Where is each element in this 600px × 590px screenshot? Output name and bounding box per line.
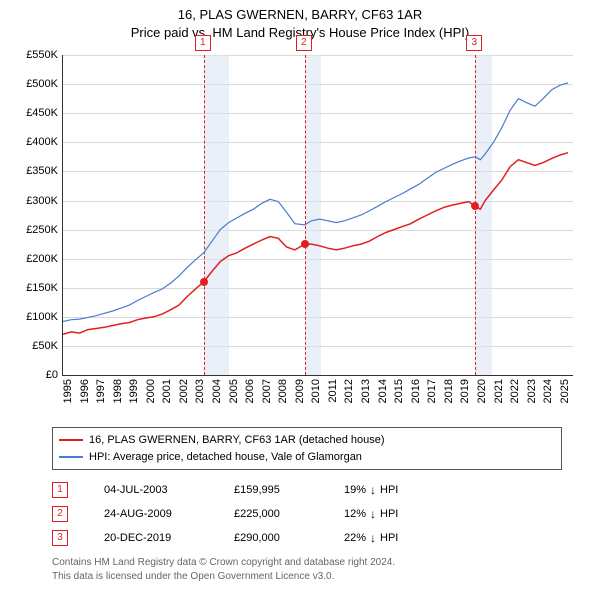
event-flag: 1 bbox=[195, 35, 211, 51]
x-tick-label: 2001 bbox=[161, 379, 173, 403]
x-tick-label: 1998 bbox=[112, 379, 124, 403]
x-tick-label: 2010 bbox=[310, 379, 322, 403]
arrow-down-icon: ↓ bbox=[370, 478, 376, 502]
event-table-row: 3 20-DEC-2019£290,00022% ↓ HPI bbox=[52, 526, 562, 550]
x-tick-label: 2005 bbox=[228, 379, 240, 403]
series-hpi bbox=[63, 83, 568, 322]
event-date: 24-AUG-2009 bbox=[104, 503, 234, 525]
event-marker: 2 bbox=[52, 506, 68, 522]
legend-box: 16, PLAS GWERNEN, BARRY, CF63 1AR (detac… bbox=[52, 427, 562, 470]
x-tick-label: 2003 bbox=[194, 379, 206, 403]
x-tick-label: 2006 bbox=[244, 379, 256, 403]
x-tick-label: 2011 bbox=[327, 379, 339, 403]
legend-row-1: 16, PLAS GWERNEN, BARRY, CF63 1AR (detac… bbox=[59, 432, 555, 449]
x-tick-label: 2024 bbox=[542, 379, 554, 403]
title-line-1: 16, PLAS GWERNEN, BARRY, CF63 1AR bbox=[0, 6, 600, 24]
x-tick-label: 2012 bbox=[343, 379, 355, 403]
y-tick-label: £150K bbox=[12, 282, 58, 294]
event-dot bbox=[471, 202, 479, 210]
x-tick-label: 1995 bbox=[62, 379, 74, 403]
x-tick-label: 2009 bbox=[294, 379, 306, 403]
x-tick-label: 2020 bbox=[476, 379, 488, 403]
event-price: £159,995 bbox=[234, 479, 344, 501]
plot-region bbox=[62, 55, 573, 376]
y-tick-label: £350K bbox=[12, 165, 58, 177]
footer-note: Contains HM Land Registry data © Crown c… bbox=[52, 556, 562, 583]
event-date: 04-JUL-2003 bbox=[104, 479, 234, 501]
legend-swatch-1 bbox=[59, 439, 83, 441]
x-tick-label: 2017 bbox=[426, 379, 438, 403]
x-tick-label: 2025 bbox=[559, 379, 571, 403]
y-tick-label: £0 bbox=[12, 369, 58, 381]
event-delta: 12% ↓ HPI bbox=[344, 502, 464, 526]
x-tick-label: 2015 bbox=[393, 379, 405, 403]
y-tick-label: £300K bbox=[12, 195, 58, 207]
event-dot bbox=[200, 278, 208, 286]
event-dot bbox=[301, 240, 309, 248]
y-tick-label: £50K bbox=[12, 340, 58, 352]
x-tick-label: 2016 bbox=[410, 379, 422, 403]
x-tick-label: 2000 bbox=[145, 379, 157, 403]
y-tick-label: £450K bbox=[12, 107, 58, 119]
event-table-row: 1 04-JUL-2003£159,99519% ↓ HPI bbox=[52, 478, 562, 502]
x-tick-label: 2023 bbox=[526, 379, 538, 403]
x-tick-label: 1997 bbox=[95, 379, 107, 403]
chart-container: 16, PLAS GWERNEN, BARRY, CF63 1AR Price … bbox=[0, 0, 600, 583]
event-date: 20-DEC-2019 bbox=[104, 527, 234, 549]
x-tick-label: 2008 bbox=[277, 379, 289, 403]
y-tick-label: £550K bbox=[12, 49, 58, 61]
x-tick-label: 1996 bbox=[79, 379, 91, 403]
series-price_paid bbox=[63, 153, 568, 335]
y-tick-label: £250K bbox=[12, 224, 58, 236]
events-table: 1 04-JUL-2003£159,99519% ↓ HPI 2 24-AUG-200… bbox=[52, 478, 562, 550]
footer-line-2: This data is licensed under the Open Gov… bbox=[52, 570, 562, 584]
x-tick-label: 2013 bbox=[360, 379, 372, 403]
x-tick-label: 2002 bbox=[178, 379, 190, 403]
event-flag: 2 bbox=[296, 35, 312, 51]
event-marker: 3 bbox=[52, 530, 68, 546]
y-tick-label: £200K bbox=[12, 253, 58, 265]
y-tick-label: £500K bbox=[12, 78, 58, 90]
x-tick-label: 2014 bbox=[377, 379, 389, 403]
y-tick-label: £100K bbox=[12, 311, 58, 323]
arrow-down-icon: ↓ bbox=[370, 526, 376, 550]
event-delta: 22% ↓ HPI bbox=[344, 526, 464, 550]
x-tick-label: 2004 bbox=[211, 379, 223, 403]
legend-row-2: HPI: Average price, detached house, Vale… bbox=[59, 449, 555, 466]
legend-label-1: 16, PLAS GWERNEN, BARRY, CF63 1AR (detac… bbox=[89, 432, 385, 449]
legend-swatch-2 bbox=[59, 456, 83, 458]
event-price: £290,000 bbox=[234, 527, 344, 549]
event-flag: 3 bbox=[466, 35, 482, 51]
x-tick-label: 2018 bbox=[443, 379, 455, 403]
x-tick-label: 2019 bbox=[459, 379, 471, 403]
arrow-down-icon: ↓ bbox=[370, 502, 376, 526]
event-delta: 19% ↓ HPI bbox=[344, 478, 464, 502]
y-tick-label: £400K bbox=[12, 136, 58, 148]
x-tick-label: 2022 bbox=[509, 379, 521, 403]
footer-line-1: Contains HM Land Registry data © Crown c… bbox=[52, 556, 562, 570]
event-marker: 1 bbox=[52, 482, 68, 498]
event-price: £225,000 bbox=[234, 503, 344, 525]
x-tick-label: 2007 bbox=[261, 379, 273, 403]
event-table-row: 2 24-AUG-2009£225,00012% ↓ HPI bbox=[52, 502, 562, 526]
x-tick-label: 2021 bbox=[493, 379, 505, 403]
chart-area: £0 £50K £100K £150K £200K £250K £300K £350K £400… bbox=[10, 45, 590, 425]
legend-label-2: HPI: Average price, detached house, Vale… bbox=[89, 449, 362, 466]
x-tick-label: 1999 bbox=[128, 379, 140, 403]
